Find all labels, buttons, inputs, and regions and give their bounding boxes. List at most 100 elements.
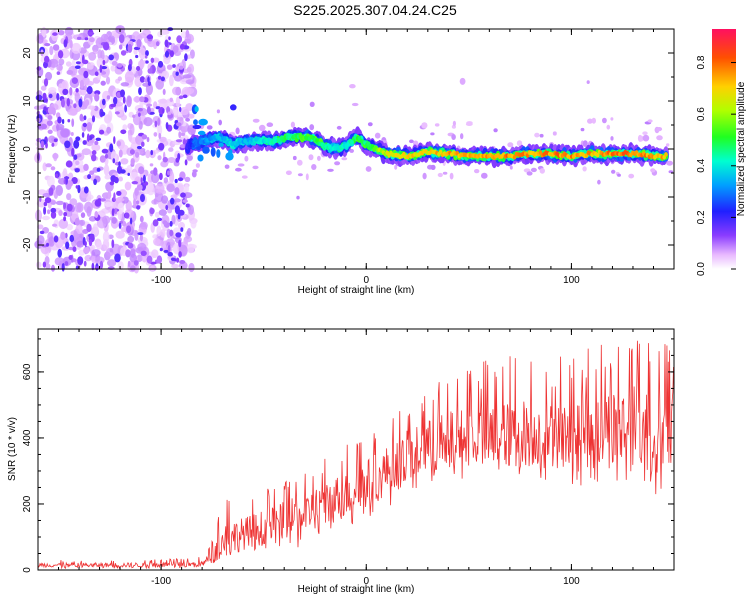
noise-blob [169, 229, 174, 237]
noise-blob [93, 178, 97, 185]
noise-blob [56, 71, 61, 75]
noise-blob [150, 57, 155, 63]
noise-blob [157, 117, 161, 126]
noise-blob [153, 132, 158, 137]
noise-blob [176, 35, 183, 44]
noise-blob [50, 211, 57, 219]
noise-blob [184, 53, 188, 62]
snr-y-axis-label: SNR (10 * v/v) [7, 417, 18, 481]
noise-blob [64, 232, 68, 239]
noise-blob [175, 71, 179, 76]
noise-blob [192, 169, 198, 173]
noise-blob [224, 164, 230, 169]
spectrogram-y-axis-label: Frequency (Hz) [7, 115, 18, 184]
noise-blob [151, 172, 160, 184]
noise-blob [86, 223, 92, 233]
noise-blob [136, 205, 141, 210]
noise-blob [89, 170, 95, 175]
noise-blob [317, 155, 321, 161]
noise-blob [75, 136, 81, 142]
noise-blob [86, 122, 92, 132]
noise-blob [235, 167, 242, 172]
noise-blob [94, 140, 99, 146]
noise-blob [74, 91, 81, 103]
noise-blob [336, 125, 342, 130]
noise-blob [122, 220, 127, 227]
noise-blob [136, 145, 142, 150]
y-tick-label: -20 [22, 237, 33, 252]
noise-blob [64, 261, 69, 266]
noise-blob [602, 117, 607, 124]
noise-blob [45, 263, 51, 270]
noise-blob [108, 54, 114, 61]
noise-blob [365, 166, 372, 172]
signal-cell [210, 147, 216, 157]
noise-blob [580, 127, 585, 132]
noise-blob [104, 201, 112, 207]
noise-blob [129, 217, 133, 225]
noise-blob [109, 248, 114, 253]
signal-cell [197, 154, 204, 162]
noise-blob [127, 43, 133, 53]
noise-blob [582, 166, 587, 172]
noise-blob [305, 173, 309, 181]
noise-blob [36, 199, 47, 208]
noise-blob [587, 118, 593, 124]
noise-blob [179, 107, 190, 116]
noise-blob [40, 140, 45, 149]
noise-blob [79, 79, 84, 89]
noise-blob [152, 234, 158, 239]
noise-blob [51, 142, 55, 147]
noise-blob [69, 87, 73, 96]
noise-blob [133, 46, 141, 51]
noise-blob [186, 243, 195, 254]
noise-blob [35, 94, 43, 101]
noise-blob [83, 201, 93, 214]
noise-blob [87, 63, 94, 70]
noise-blob [65, 160, 73, 168]
noise-blob [118, 34, 125, 44]
noise-blob [66, 69, 74, 75]
noise-blob [394, 164, 398, 170]
noise-blob [309, 101, 315, 108]
noise-blob [642, 131, 648, 135]
noise-blob [42, 215, 50, 221]
noise-blob [87, 31, 95, 36]
colorbar-tick-label: 0.2 [696, 210, 707, 224]
signal-cell [595, 153, 600, 158]
noise-blob [146, 106, 151, 114]
noise-blob [84, 254, 93, 262]
noise-blob [45, 71, 53, 81]
noise-blob [102, 60, 106, 65]
noise-blob [552, 131, 557, 136]
noise-blob [48, 187, 54, 196]
spectrogram-y-ticks: -20 -10 0 10 20 [22, 28, 674, 270]
noise-blob [69, 39, 73, 49]
noise-blob [75, 224, 83, 235]
noise-blob [178, 131, 182, 139]
noise-blob [460, 133, 464, 140]
signal-cell [350, 139, 354, 145]
noise-blob [610, 136, 614, 141]
noise-blob [56, 93, 60, 101]
noise-blob [666, 143, 670, 147]
noise-blob [170, 194, 178, 199]
noise-blob [52, 32, 58, 36]
noise-blob [187, 63, 195, 74]
noise-blob [582, 140, 588, 148]
noise-blob [606, 124, 611, 130]
noise-blob [47, 115, 53, 120]
noise-blob [102, 42, 110, 51]
noise-blob [52, 107, 56, 116]
noise-blob [133, 260, 139, 266]
noise-blob [114, 253, 121, 263]
noise-blob [308, 154, 314, 161]
noise-blob [184, 159, 188, 166]
noise-blob [182, 74, 192, 79]
noise-blob [290, 121, 295, 128]
signal-cell [230, 104, 237, 111]
noise-blob [110, 151, 117, 162]
noise-blob [164, 39, 169, 48]
noise-blob [144, 55, 148, 59]
noise-blob [74, 217, 80, 226]
